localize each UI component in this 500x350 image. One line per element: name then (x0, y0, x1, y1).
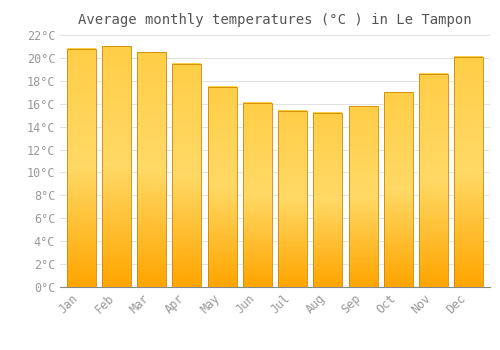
Bar (454, 57, 484, 287)
Bar (102, 47, 131, 287)
Bar (419, 74, 448, 287)
Bar (278, 111, 307, 287)
Bar (348, 106, 378, 287)
Bar (66, 49, 96, 287)
Bar (243, 103, 272, 287)
Bar (384, 92, 413, 287)
Bar (314, 113, 342, 287)
Bar (137, 52, 166, 287)
Title: Average monthly temperatures (°C ) in Le Tampon: Average monthly temperatures (°C ) in Le… (78, 13, 472, 27)
Bar (172, 64, 202, 287)
Bar (208, 86, 236, 287)
